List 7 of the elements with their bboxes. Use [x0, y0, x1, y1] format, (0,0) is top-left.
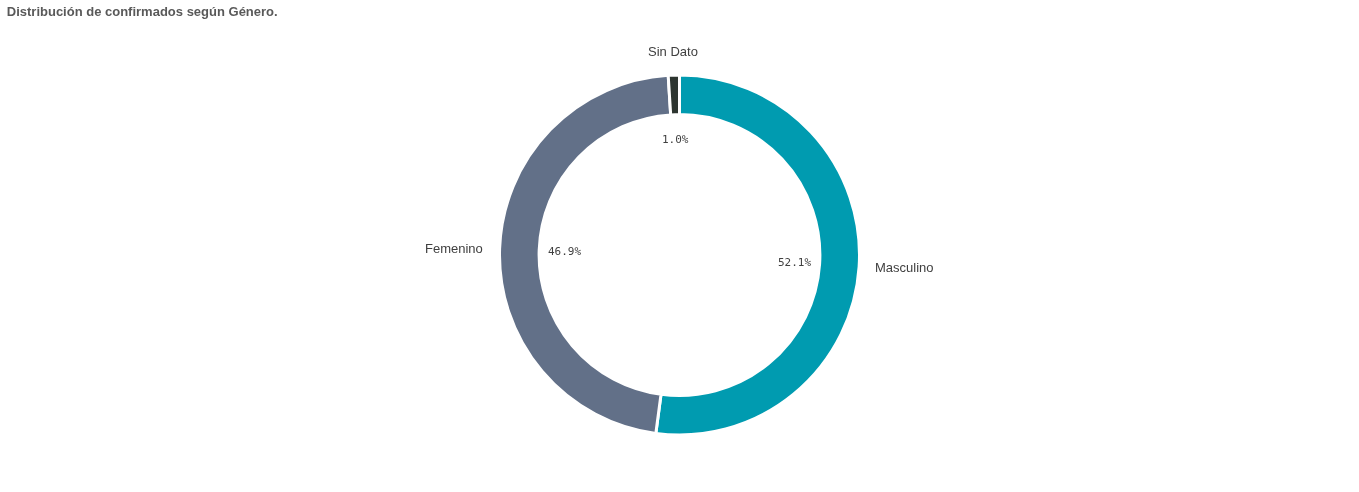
slice-label: Femenino: [425, 241, 483, 256]
slice-label: Sin Dato: [648, 44, 698, 59]
data-label: 52.1%: [778, 256, 812, 269]
data-label: 46.9%: [548, 245, 582, 258]
text: Distribución de confirmados según Género.: [6, 4, 278, 20]
data-label: 1.0%: [662, 133, 689, 146]
slice-label: Masculino: [875, 260, 934, 275]
